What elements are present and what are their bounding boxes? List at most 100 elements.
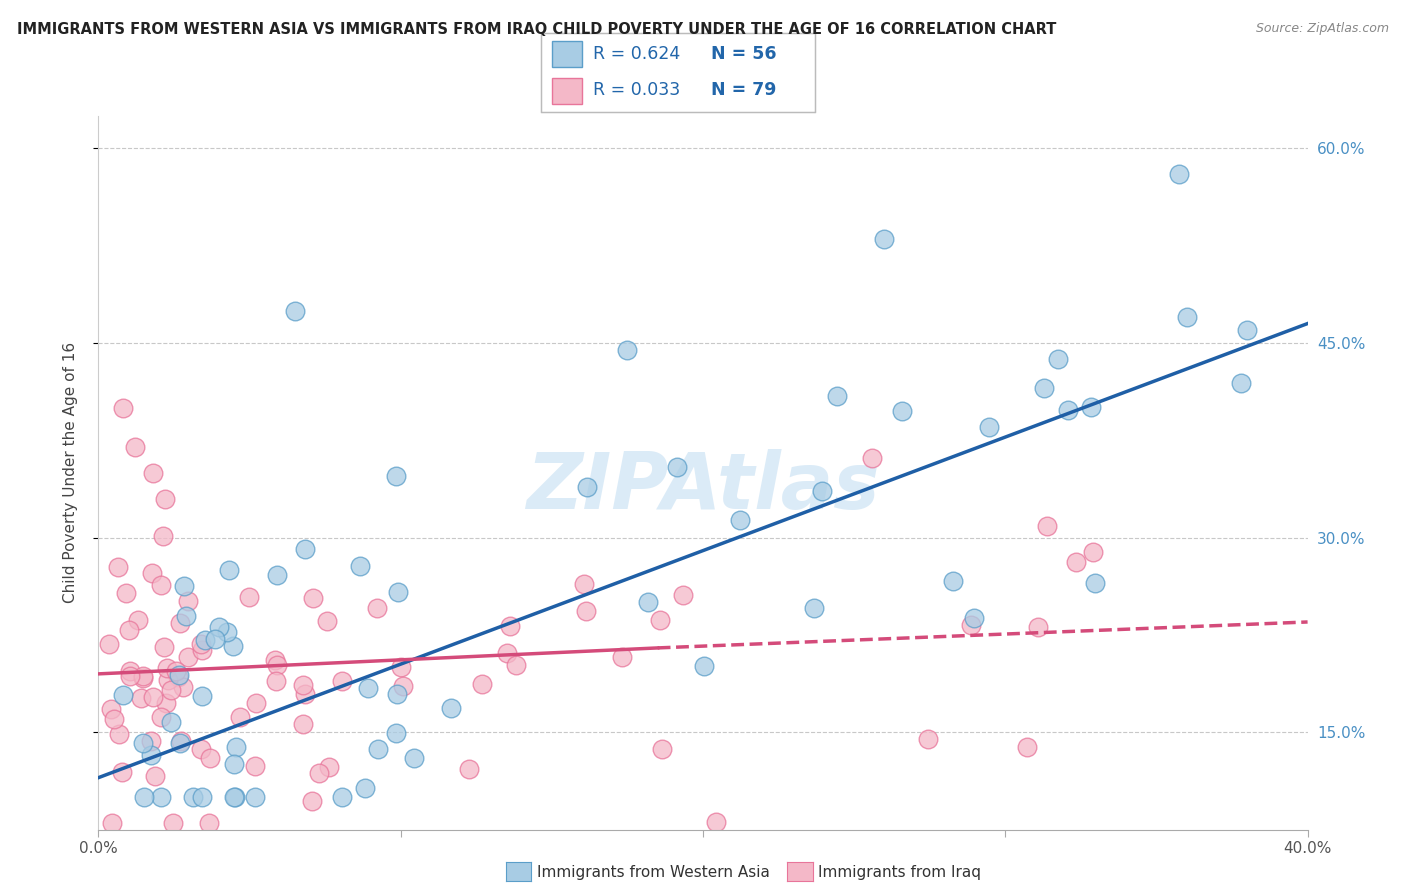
Point [103,712,125,726]
Point [204,632,226,647]
Point [245,759,267,773]
Point [141,566,163,580]
Point [1057,403,1080,417]
Point [1033,381,1056,395]
Text: N = 79: N = 79 [711,81,776,99]
Point [159,714,181,729]
Point [666,459,689,474]
Point [860,451,883,466]
Point [222,790,245,805]
Point [142,690,165,704]
Point [107,560,129,574]
Point [120,669,142,683]
Point [229,710,252,724]
Text: Source: ZipAtlas.com: Source: ZipAtlas.com [1256,22,1389,36]
Point [218,563,240,577]
Point [294,687,316,701]
Point [963,611,986,625]
Point [440,700,463,714]
Point [366,601,388,615]
Point [873,232,896,246]
Point [225,740,247,755]
Point [404,750,426,764]
Point [391,679,413,693]
Point [505,657,527,672]
Point [115,586,138,600]
Point [330,790,353,805]
FancyBboxPatch shape [553,78,582,103]
Point [139,733,162,747]
Point [107,727,129,741]
Point [803,600,825,615]
Point [1167,167,1189,181]
Point [315,614,337,628]
Point [1084,576,1107,591]
Point [610,650,633,665]
Point [112,688,135,702]
Point [499,619,522,633]
Point [222,756,245,771]
Point [177,649,200,664]
Point [197,816,219,830]
Point [942,574,965,588]
Point [191,690,214,704]
Point [318,760,340,774]
Point [263,653,285,667]
Point [208,620,231,634]
Point [150,790,173,805]
Point [384,725,406,739]
Point [243,790,266,805]
Point [1015,740,1038,755]
Point [156,661,179,675]
Point [191,642,214,657]
Point [284,303,307,318]
Point [1035,519,1057,533]
Point [1081,545,1104,559]
Text: IMMIGRANTS FROM WESTERN ASIA VS IMMIGRANTS FROM IRAQ CHILD POVERTY UNDER THE AGE: IMMIGRANTS FROM WESTERN ASIA VS IMMIGRAN… [17,22,1056,37]
Point [141,748,163,763]
Point [132,669,155,683]
Point [266,568,288,582]
Point [1047,351,1070,366]
Point [1230,376,1253,390]
FancyBboxPatch shape [553,41,582,67]
Point [127,613,149,627]
Point [142,466,165,480]
Point [245,696,267,710]
Point [704,814,727,829]
Point [1236,323,1258,337]
Point [302,591,325,606]
Point [129,691,152,706]
Point [1026,620,1049,634]
Point [155,697,177,711]
Point [575,604,598,618]
Point [167,668,190,682]
Point [131,671,153,685]
Point [190,742,212,756]
Point [162,816,184,830]
Point [194,633,217,648]
Point [496,646,519,660]
Point [616,343,638,357]
Text: N = 56: N = 56 [711,45,776,62]
Point [977,420,1000,434]
Point [672,588,695,602]
Point [651,741,673,756]
Point [238,590,260,604]
Point [308,765,330,780]
Point [1175,310,1198,324]
Text: ZIPAtlas: ZIPAtlas [526,449,880,525]
Point [149,578,172,592]
Text: Immigrants from Iraq: Immigrants from Iraq [818,865,981,880]
Y-axis label: Child Poverty Under the Age of 16: Child Poverty Under the Age of 16 [63,343,77,603]
Text: R = 0.624: R = 0.624 [593,45,681,62]
Point [389,660,412,674]
Point [1066,556,1088,570]
Point [111,401,134,415]
Point [191,790,214,805]
Point [118,664,141,678]
Point [149,710,172,724]
Point [183,790,205,805]
Point [124,440,146,454]
Point [172,680,194,694]
